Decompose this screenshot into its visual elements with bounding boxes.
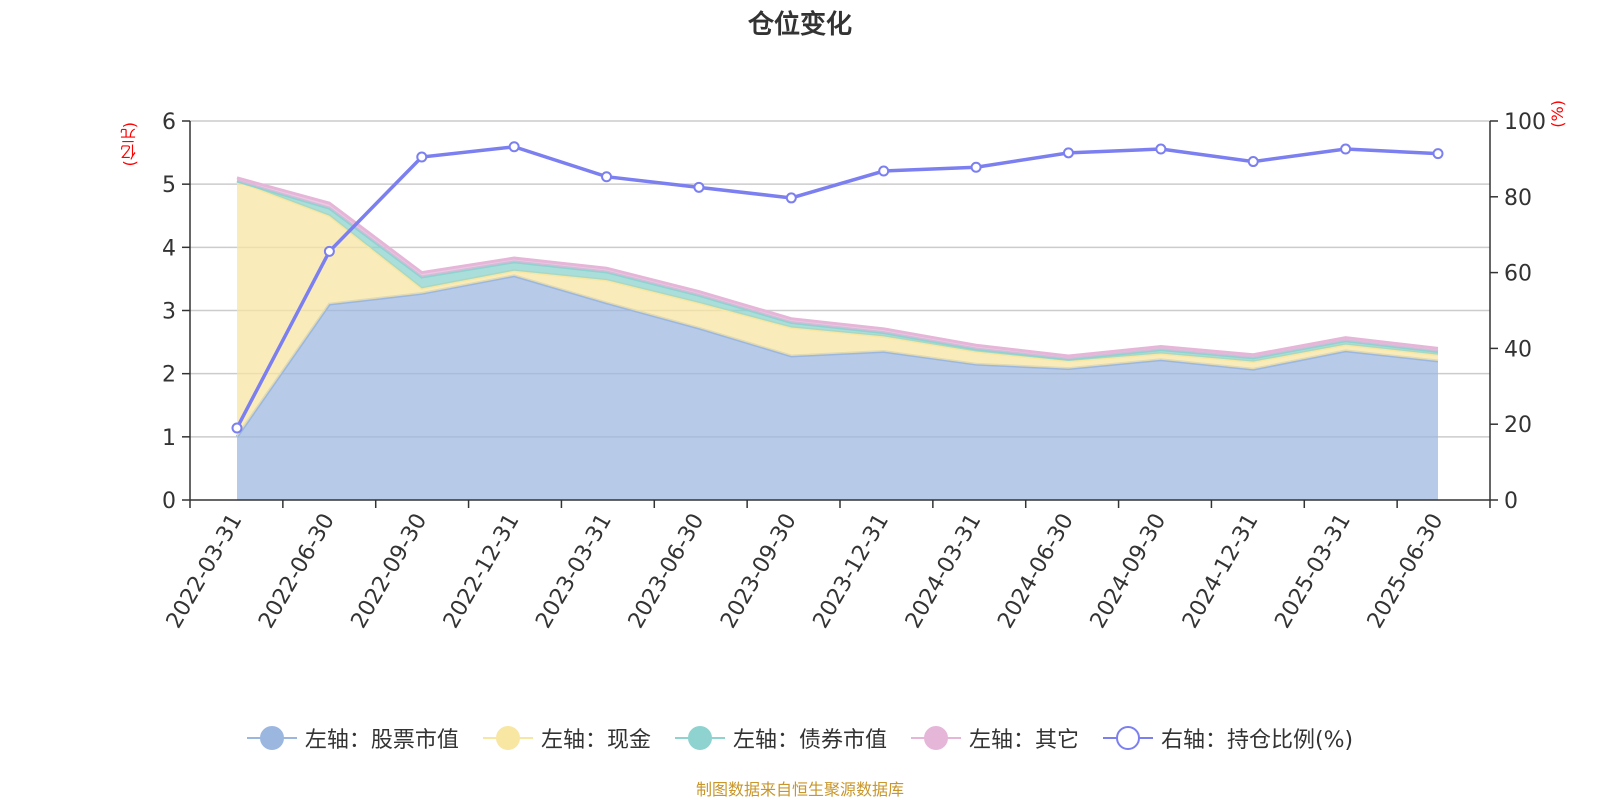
hollow-circle-icon xyxy=(1102,726,1153,750)
x-tick-label: 2025-06-30 xyxy=(1363,510,1449,633)
area-bond xyxy=(237,181,1438,362)
legend-label: 右轴：持仓比例(%) xyxy=(1160,728,1354,753)
left-tick-label: 3 xyxy=(162,300,176,325)
x-tick-label: 2023-12-31 xyxy=(809,510,895,633)
x-tick-label: 2024-12-31 xyxy=(1178,510,1264,633)
x-tick-label: 2025-03-31 xyxy=(1270,510,1356,633)
line-other xyxy=(236,176,1439,358)
right-tick-label: 60 xyxy=(1504,262,1532,287)
source-footer: 制图数据来自恒生聚源数据库 xyxy=(695,780,904,799)
ratio-point xyxy=(1247,156,1259,168)
x-tick-label: 2022-06-30 xyxy=(254,510,340,633)
ratio-point xyxy=(231,422,243,434)
x-tick-label: 2022-12-31 xyxy=(439,510,525,633)
left-tick-label: 5 xyxy=(162,173,176,198)
legend-label: 左轴：现金 xyxy=(540,728,651,753)
filled-circle-icon xyxy=(674,726,725,750)
ratio-point xyxy=(1062,147,1074,159)
x-tick-label: 2024-03-31 xyxy=(901,510,987,633)
legend-item-stock[interactable]: 左轴：股票市值 xyxy=(246,722,459,754)
chart-legend: 左轴：股票市值 左轴：现金 左轴：债券市值 左轴：其它 右轴：持仓比例(%) xyxy=(0,722,1600,754)
legend-label: 左轴：债券市值 xyxy=(732,728,887,753)
right-tick-label: 80 xyxy=(1504,186,1532,211)
legend-item-bond[interactable]: 左轴：债券市值 xyxy=(674,722,887,754)
legend-label: 左轴：其它 xyxy=(968,728,1079,753)
legend-label: 左轴：股票市值 xyxy=(304,728,459,753)
ratio-point xyxy=(785,192,797,204)
ratio-point xyxy=(508,141,520,153)
right-tick-label: 0 xyxy=(1504,489,1518,514)
left-tick-label: 4 xyxy=(162,236,176,261)
ratio-point xyxy=(878,165,890,177)
x-tick-label: 2023-06-30 xyxy=(624,510,710,633)
x-tick-label: 2023-09-30 xyxy=(716,510,802,633)
left-tick-label: 2 xyxy=(162,363,176,388)
x-tick-label: 2024-06-30 xyxy=(993,510,1079,633)
left-tick-label: 0 xyxy=(162,489,176,514)
filled-circle-icon xyxy=(482,726,533,750)
chart-title: 仓位变化 xyxy=(747,10,852,40)
ratio-line xyxy=(235,144,1439,429)
ratio-point xyxy=(693,181,705,193)
left-tick-label: 6 xyxy=(162,110,176,135)
area-stock xyxy=(237,275,1438,500)
ratio-point xyxy=(323,245,335,257)
filled-circle-icon xyxy=(910,726,961,750)
x-tick-label: 2022-09-30 xyxy=(347,510,433,633)
ratio-point xyxy=(1155,143,1167,155)
right-tick-label: 100 xyxy=(1504,110,1546,135)
x-tick-label: 2022-03-31 xyxy=(162,510,248,633)
ratio-point xyxy=(601,171,613,183)
ratio-point xyxy=(416,151,428,163)
right-tick-label: 20 xyxy=(1504,413,1532,438)
ratio-point xyxy=(1340,143,1352,155)
right-tick-label: 40 xyxy=(1504,337,1532,362)
x-tick-label: 2023-03-31 xyxy=(531,510,617,633)
x-tick-label: 2024-09-30 xyxy=(1086,510,1172,633)
ratio-point xyxy=(1432,148,1444,160)
filled-circle-icon xyxy=(246,726,297,750)
legend-item-cash[interactable]: 左轴：现金 xyxy=(482,722,651,754)
ratio-point xyxy=(970,161,982,173)
legend-item-other[interactable]: 左轴：其它 xyxy=(910,722,1079,754)
left-tick-label: 1 xyxy=(162,426,176,451)
legend-item-ratio[interactable]: 右轴：持仓比例(%) xyxy=(1102,722,1354,754)
